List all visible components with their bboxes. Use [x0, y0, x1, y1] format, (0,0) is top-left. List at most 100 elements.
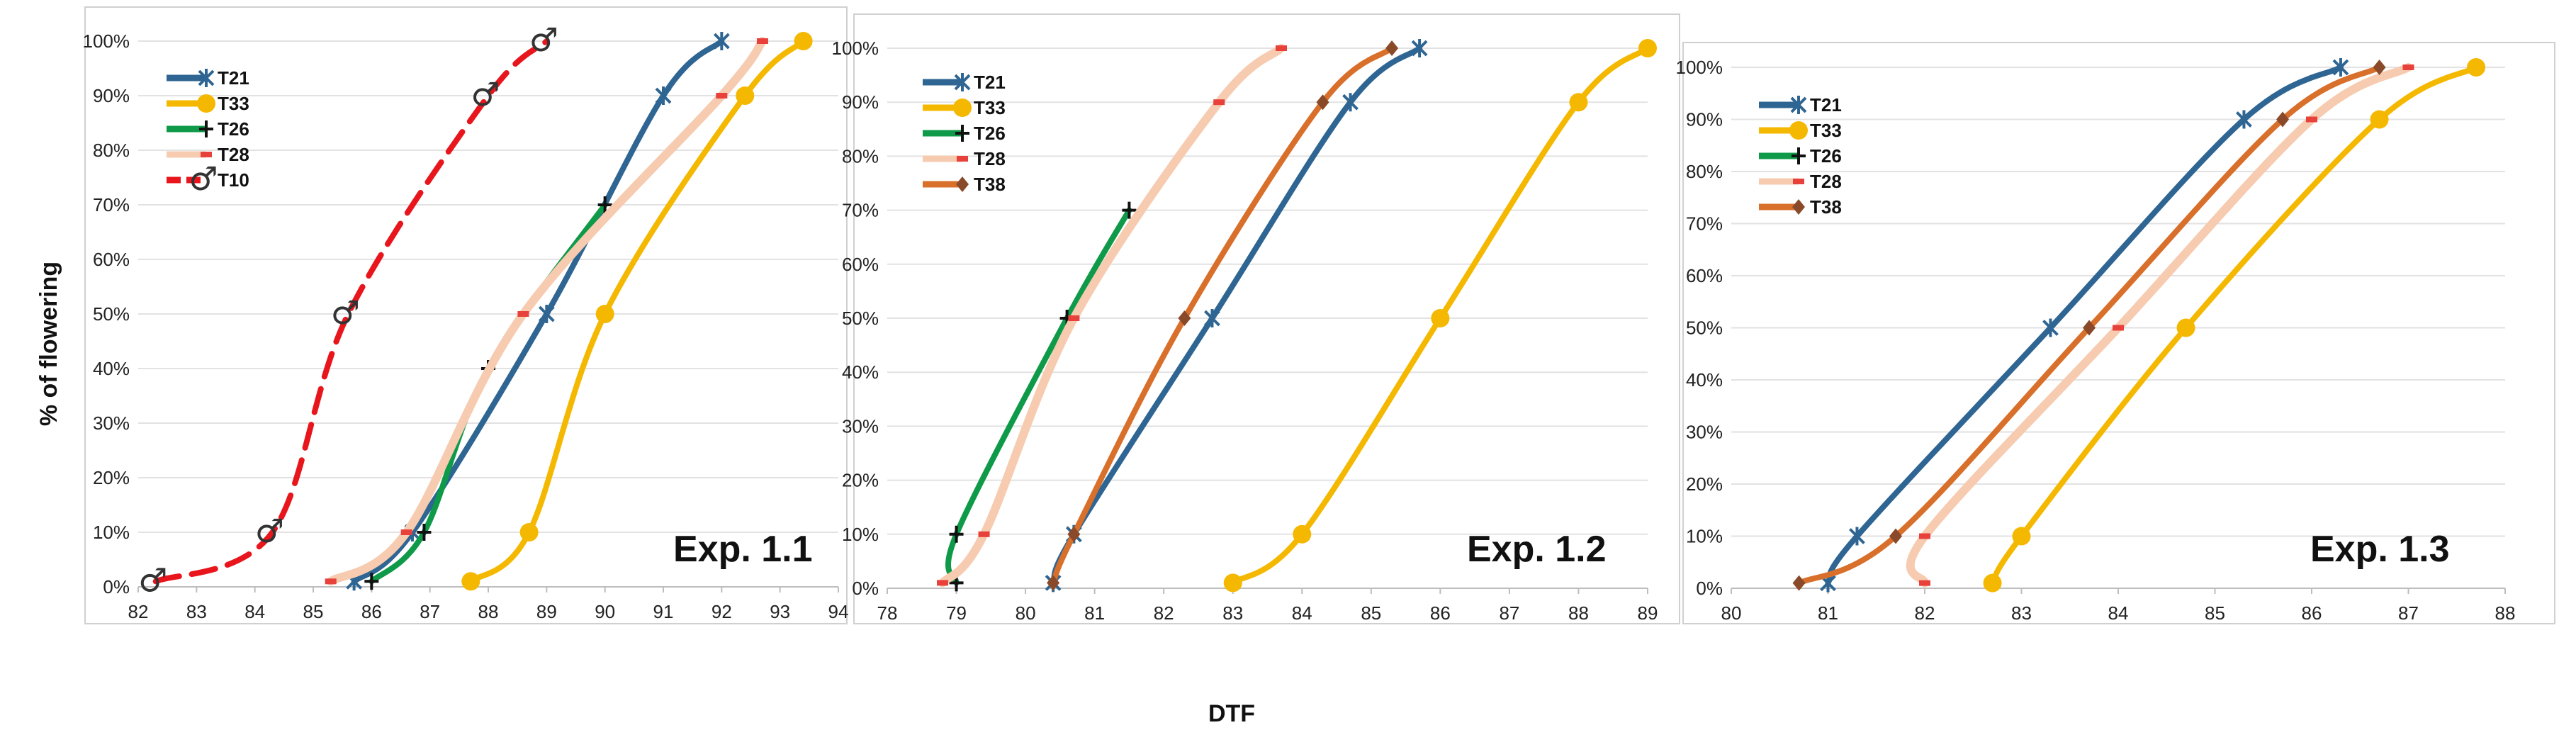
chart-frame: [1682, 42, 2555, 624]
data-point-t28: [2113, 325, 2124, 331]
legend-marker-t28: [201, 152, 212, 157]
x-tick-label: 79: [946, 602, 967, 624]
chart-exp-1-3: 0% 10% 20% 30% 40% 50% 60% 70% 80% 90% 100% 80 81 82 8…: [1676, 42, 2555, 624]
y-tick-label: 50%: [842, 308, 879, 329]
data-point-t21: [2042, 318, 2059, 337]
data-point-t33: [519, 523, 539, 541]
data-point-t26: [949, 525, 964, 543]
data-point-t28: [325, 578, 337, 585]
data-point-t28: [1919, 533, 1930, 539]
y-tick-label: 80%: [842, 145, 879, 167]
data-point-t28: [1276, 45, 1288, 51]
series-line-t10: [152, 38, 550, 585]
legend-label-t26: T26: [1810, 145, 1842, 167]
x-tick-label: 82: [1915, 602, 1935, 624]
chart-title: Exp. 1.3: [2310, 529, 2450, 570]
y-tick-label: 40%: [1686, 369, 1723, 391]
data-point-t38: [1316, 94, 1329, 111]
y-tick-label: 20%: [93, 467, 130, 488]
chart-frame: [84, 6, 848, 624]
legend-label-t26: T26: [218, 118, 249, 140]
legend-marker-t10: ♂: [189, 159, 218, 198]
data-point-t28: [2402, 64, 2414, 70]
x-tick-label: 87: [1499, 602, 1519, 624]
data-point-t33: [1983, 573, 2002, 593]
x-tick-label: 85: [303, 601, 324, 622]
legend-marker-t26: [199, 120, 213, 137]
y-tick-label: 10%: [1686, 526, 1723, 547]
data-point-t21: [538, 305, 555, 323]
data-point-t28: [1068, 315, 1080, 321]
data-point-t28: [1213, 99, 1225, 106]
x-tick-label: 84: [2108, 602, 2129, 624]
y-tick-label: 80%: [1686, 161, 1723, 182]
data-point-t33: [1638, 39, 1657, 57]
data-point-t26: [417, 524, 432, 541]
x-tick-label: 83: [186, 601, 207, 622]
data-point-t28: [716, 93, 728, 99]
data-point-t21: [1849, 527, 1865, 546]
x-tick-label: 88: [1568, 602, 1589, 624]
x-tick-label: 88: [478, 601, 499, 622]
legend-marker-t21: [1790, 96, 1807, 114]
legend-marker-t28: [1793, 179, 1804, 184]
data-point-t38: [1067, 526, 1081, 542]
data-point-t10: ♂: [138, 561, 167, 599]
y-tick-label: 90%: [842, 91, 879, 113]
x-tick-label: 87: [420, 601, 440, 622]
legend-label-t10: T10: [218, 169, 249, 191]
x-tick-label: 83: [2011, 602, 2032, 624]
legend-label-t26: T26: [974, 123, 1006, 144]
data-point-t28: [756, 38, 768, 44]
x-tick-label: 78: [877, 602, 898, 624]
y-tick-label: 40%: [93, 358, 130, 379]
data-point-t33: [2012, 527, 2031, 546]
data-point-t21: [2236, 110, 2252, 129]
data-point-t38: [1792, 575, 1806, 591]
data-point-t33: [1223, 573, 1242, 593]
y-tick-label: 30%: [842, 415, 879, 437]
x-tick-label: 83: [1222, 602, 1243, 624]
legend-marker-t26: [955, 125, 969, 142]
data-point-t28: [517, 311, 529, 317]
legend-marker-t21: [198, 69, 215, 87]
legend-marker-t33: [953, 99, 972, 117]
data-point-t10: ♂: [471, 75, 500, 113]
x-tick-label: 80: [1016, 602, 1036, 624]
y-tick-label: 0%: [1696, 578, 1723, 599]
y-tick-label: 20%: [842, 470, 879, 491]
data-point-t38: [2373, 60, 2386, 75]
y-tick-label: 100%: [832, 38, 879, 59]
legend-label-t28: T28: [218, 144, 249, 165]
x-tick-label: 93: [770, 601, 790, 622]
data-point-t10: ♂: [529, 21, 558, 59]
chart-exp-1-1: 0% 10% 20% 30% 40% 50% 60% 70% 80% 90% 100% 82 83 84 8…: [83, 6, 848, 624]
y-tick-label: 60%: [842, 254, 879, 275]
y-tick-label: 80%: [93, 140, 130, 161]
x-tick-label: 89: [536, 601, 557, 622]
x-tick-label: 82: [1154, 602, 1174, 624]
x-tick-label: 89: [1638, 602, 1658, 624]
legend-label-t38: T38: [1810, 196, 1842, 218]
legend-marker-t28: [957, 156, 968, 162]
y-tick-label: 0%: [103, 576, 130, 597]
data-point-t38: [2276, 111, 2290, 128]
data-point-t28: [400, 529, 412, 535]
x-tick-label: 87: [2398, 602, 2419, 624]
data-point-t33: [2370, 110, 2389, 129]
data-point-t26: [597, 196, 612, 213]
x-tick-label: 84: [1292, 602, 1312, 624]
legend-label-t33: T33: [974, 97, 1006, 118]
series-line-t26: [945, 207, 1132, 586]
legend-label-t21: T21: [974, 72, 1006, 93]
data-point-t38: [2083, 320, 2096, 336]
data-point-t33: [1431, 309, 1450, 327]
y-tick-label: 100%: [1676, 57, 1723, 78]
data-point-t38: [1889, 528, 1903, 544]
x-tick-label: 85: [1361, 602, 1381, 624]
x-tick-label: 84: [244, 601, 265, 622]
chart-exp-1-2: 0% 10% 20% 30% 40% 50% 60% 70% 80% 90% 100% 78 79 80 8…: [832, 13, 1680, 624]
x-tick-label: 85: [2205, 602, 2225, 624]
y-tick-label: 70%: [842, 200, 879, 221]
chart-title: Exp. 1.1: [673, 529, 813, 570]
